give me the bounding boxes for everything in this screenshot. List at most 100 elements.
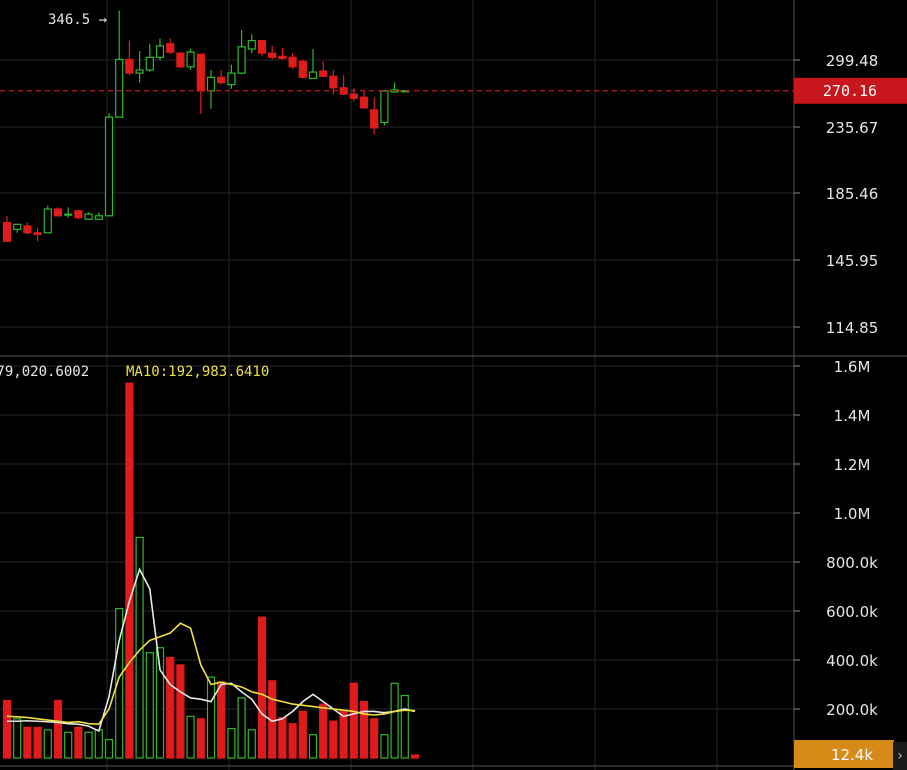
candle-body (94, 215, 103, 220)
candle (125, 40, 134, 76)
candle-body (308, 71, 318, 79)
candlestick-series (2, 10, 409, 242)
candle (247, 34, 256, 54)
candle (145, 43, 154, 73)
candle (329, 69, 338, 95)
volume-bar (125, 382, 134, 759)
candle (33, 227, 42, 242)
candle-body (217, 76, 226, 84)
volume-bar (206, 676, 216, 759)
candle (115, 10, 124, 118)
volume-bar (2, 699, 12, 759)
moving-average-lines (6, 567, 416, 733)
candle-body (13, 223, 22, 230)
volume-bar (247, 729, 256, 759)
candle-body (176, 52, 185, 68)
candle-body (53, 208, 63, 217)
volume-bar (94, 729, 103, 759)
candle-body (104, 116, 114, 217)
candle-body (33, 232, 42, 236)
volume-tick-label: 1.6M (834, 358, 871, 376)
candle (196, 53, 205, 115)
volume-bar (33, 726, 42, 759)
candle-body (319, 70, 328, 77)
candle-body (380, 90, 389, 124)
candle-body (84, 213, 93, 220)
candle (166, 38, 175, 55)
volume-bar (64, 731, 73, 759)
candle (104, 113, 114, 217)
volume-bar (400, 694, 409, 759)
volume-bar (257, 616, 267, 759)
volume-bar (298, 710, 307, 759)
candle-body (64, 213, 73, 216)
candle (23, 222, 32, 235)
candle (135, 51, 144, 83)
ma10-line (6, 622, 416, 726)
last-volume-badge (794, 740, 894, 768)
candle (64, 207, 73, 218)
candle (359, 90, 369, 109)
ma5-legend: 179,020.6002 (0, 364, 89, 380)
candle-body (206, 76, 216, 92)
volume-bar (155, 647, 165, 759)
candle-body (257, 39, 267, 54)
last-price-value: 270.16 (823, 82, 877, 100)
volume-bar (176, 664, 185, 759)
candle (278, 47, 287, 60)
price-tick-label: 299.48 (826, 52, 879, 70)
volume-bar (186, 715, 195, 759)
candle-body (74, 210, 83, 219)
candle (227, 64, 236, 89)
candle-body (186, 51, 195, 68)
volume-bar (308, 734, 318, 759)
volume-bar (380, 734, 389, 759)
volume-bar (217, 681, 226, 759)
candle-body (329, 75, 338, 89)
candle-body (166, 43, 175, 53)
candle (206, 69, 216, 109)
volume-bar (74, 726, 83, 759)
volume-series (2, 382, 420, 759)
volume-bar (104, 739, 114, 759)
candle (13, 223, 22, 233)
volume-bar (84, 731, 93, 759)
volume-bar (145, 652, 154, 759)
price-axis: 299.48 235.67 185.46 145.95 114.85 (794, 52, 878, 337)
volume-bar (196, 718, 205, 759)
candle-body (359, 96, 369, 109)
candle-body (278, 55, 287, 60)
candle (217, 69, 226, 85)
price-tick-label: 235.67 (826, 119, 879, 137)
volume-bar (359, 701, 369, 759)
volume-bar (115, 607, 124, 759)
volume-bar (288, 723, 297, 759)
candle-body (237, 46, 246, 74)
volume-bar (13, 718, 22, 759)
price-tick-label: 114.85 (826, 319, 879, 337)
candle-body (370, 109, 379, 129)
candle (94, 212, 103, 220)
candle-body (43, 208, 52, 234)
price-tick-label: 145.95 (826, 252, 879, 270)
candle (74, 210, 83, 220)
candle (349, 87, 358, 102)
candle-body (298, 60, 307, 78)
candle (237, 30, 246, 75)
candle (390, 82, 399, 94)
candle-body (268, 52, 277, 58)
volume-bar (329, 720, 338, 759)
candle (370, 97, 379, 135)
scroll-right-button[interactable]: › (893, 742, 907, 770)
candle-body (135, 69, 144, 74)
volume-bar (43, 729, 52, 759)
candle-body (247, 39, 256, 50)
candle (257, 39, 267, 57)
volume-axis: 1.6M 1.4M 1.2M 1.0M 800.0k 600.0k 400.0k 200.0k (794, 358, 878, 719)
candle-body (196, 53, 205, 92)
volume-bar (390, 682, 399, 759)
candle (43, 205, 52, 234)
candle (380, 90, 389, 126)
